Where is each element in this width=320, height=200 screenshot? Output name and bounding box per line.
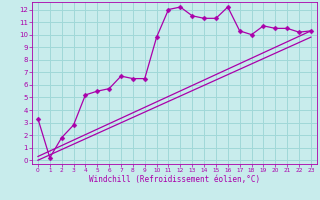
X-axis label: Windchill (Refroidissement éolien,°C): Windchill (Refroidissement éolien,°C) — [89, 175, 260, 184]
